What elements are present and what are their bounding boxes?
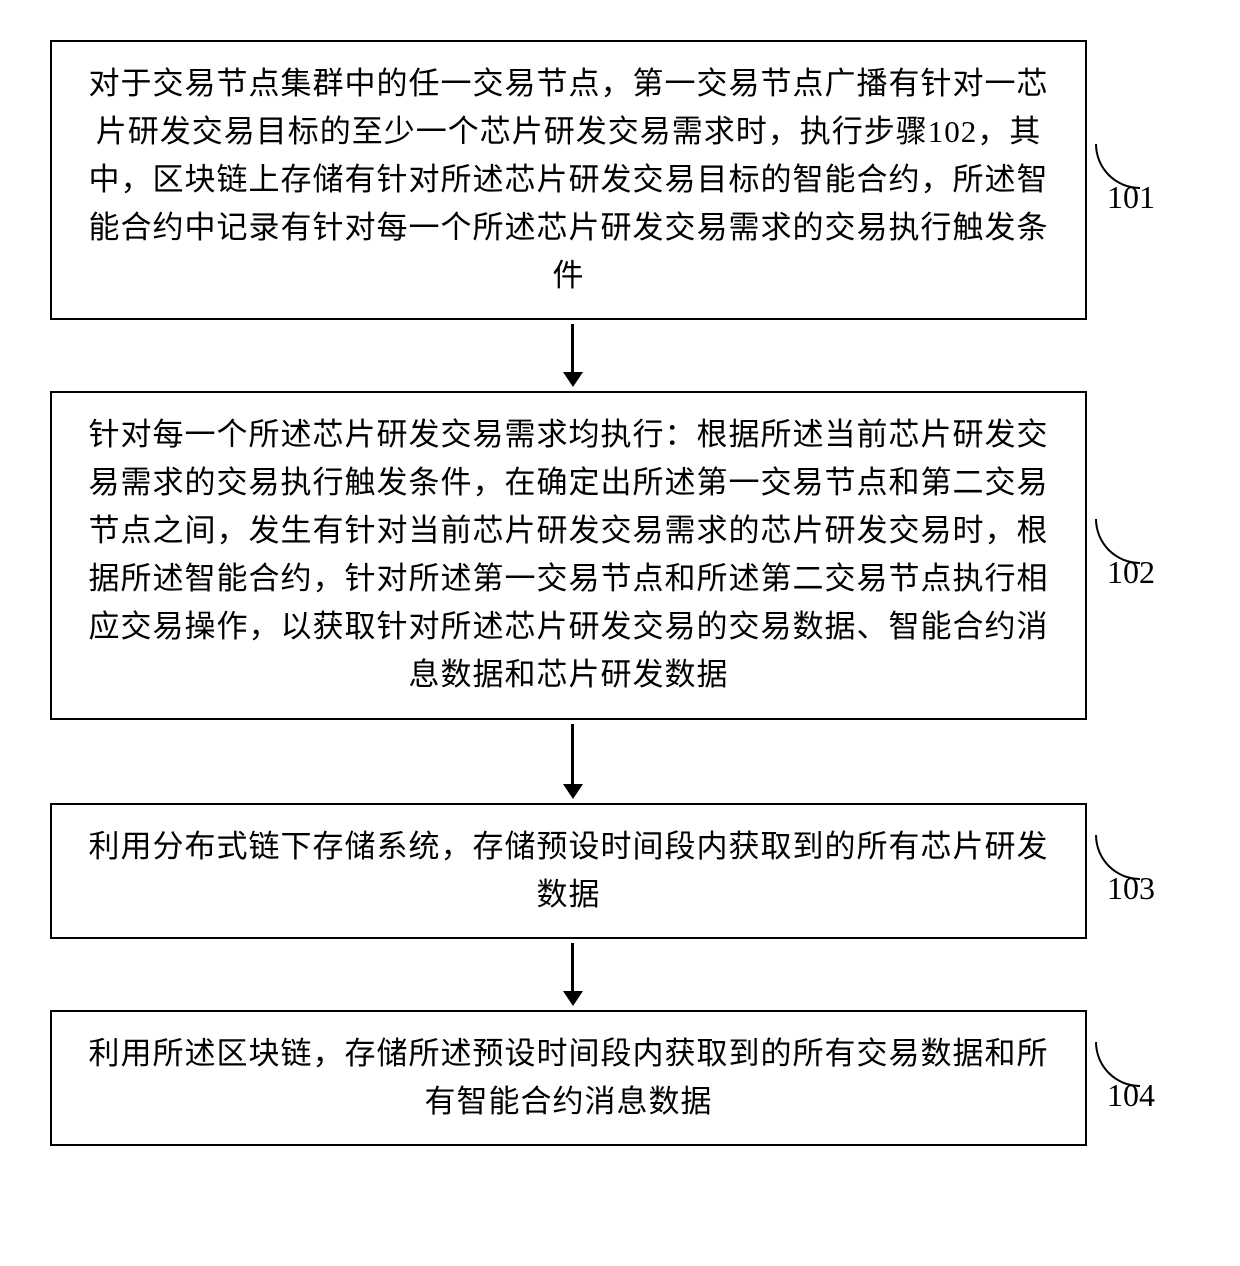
- step-label-101: 101: [1095, 144, 1190, 216]
- step-text: 利用分布式链下存储系统，存储预设时间段内获取到的所有芯片研发数据: [80, 823, 1057, 919]
- arrow-line: [571, 943, 574, 991]
- step-box-104: 利用所述区块链，存储所述预设时间段内获取到的所有交易数据和所有智能合约消息数据: [50, 1010, 1087, 1146]
- flowchart-step: 对于交易节点集群中的任一交易节点，第一交易节点广播有针对一芯片研发交易目标的至少…: [50, 40, 1190, 320]
- step-label-104: 104: [1095, 1042, 1190, 1114]
- arrow-head-icon: [563, 372, 583, 387]
- flow-arrow: [563, 724, 583, 799]
- step-number: 104: [1107, 1077, 1155, 1114]
- arrow-line: [571, 724, 574, 784]
- step-number: 102: [1107, 554, 1155, 591]
- step-box-101: 对于交易节点集群中的任一交易节点，第一交易节点广播有针对一芯片研发交易目标的至少…: [50, 40, 1087, 320]
- arrow-head-icon: [563, 784, 583, 799]
- step-number: 101: [1107, 179, 1155, 216]
- arrow-head-icon: [563, 991, 583, 1006]
- step-number: 103: [1107, 870, 1155, 907]
- flow-arrow: [563, 324, 583, 387]
- arrow-line: [571, 324, 574, 372]
- flow-arrow: [563, 943, 583, 1006]
- flowchart-step: 利用分布式链下存储系统，存储预设时间段内获取到的所有芯片研发数据 103: [50, 803, 1190, 939]
- step-label-103: 103: [1095, 835, 1190, 907]
- step-text: 利用所述区块链，存储所述预设时间段内获取到的所有交易数据和所有智能合约消息数据: [80, 1030, 1057, 1126]
- step-box-102: 针对每一个所述芯片研发交易需求均执行：根据所述当前芯片研发交易需求的交易执行触发…: [50, 391, 1087, 719]
- step-label-102: 102: [1095, 519, 1190, 591]
- flowchart-step: 针对每一个所述芯片研发交易需求均执行：根据所述当前芯片研发交易需求的交易执行触发…: [50, 391, 1190, 719]
- flowchart-container: 对于交易节点集群中的任一交易节点，第一交易节点广播有针对一芯片研发交易目标的至少…: [50, 40, 1190, 1146]
- step-box-103: 利用分布式链下存储系统，存储预设时间段内获取到的所有芯片研发数据: [50, 803, 1087, 939]
- flowchart-step: 利用所述区块链，存储所述预设时间段内获取到的所有交易数据和所有智能合约消息数据 …: [50, 1010, 1190, 1146]
- step-text: 针对每一个所述芯片研发交易需求均执行：根据所述当前芯片研发交易需求的交易执行触发…: [80, 411, 1057, 699]
- step-text: 对于交易节点集群中的任一交易节点，第一交易节点广播有针对一芯片研发交易目标的至少…: [80, 60, 1057, 300]
